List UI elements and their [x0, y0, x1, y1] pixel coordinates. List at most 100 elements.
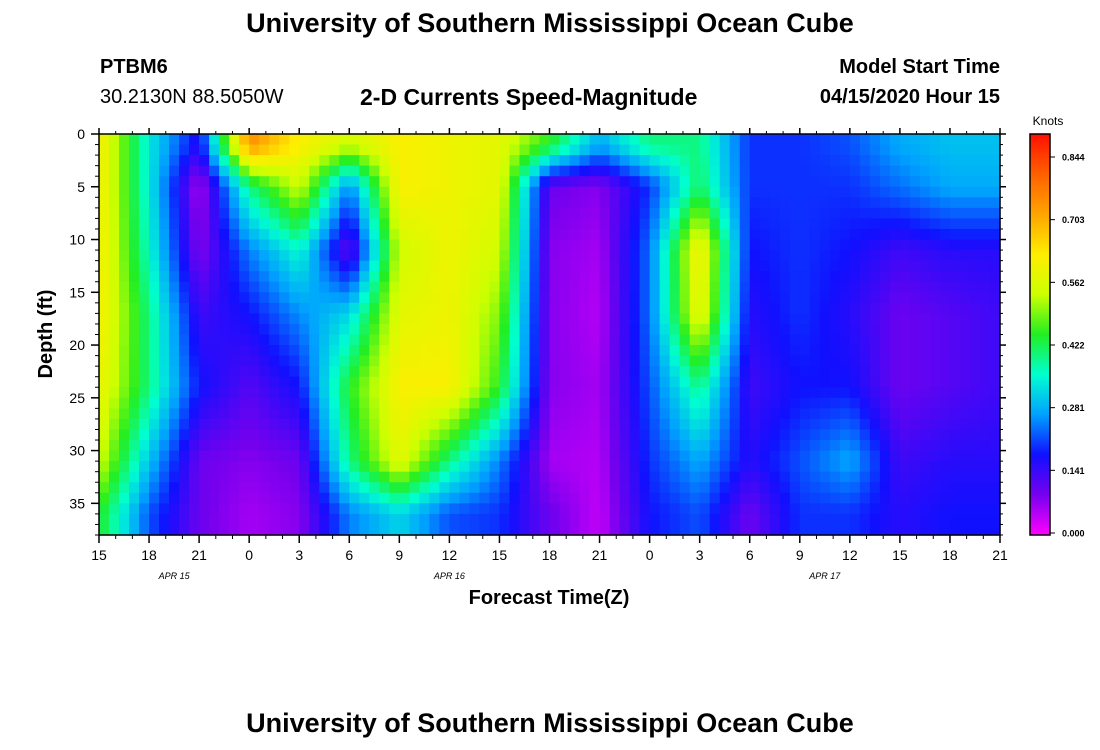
heatmap-cell [619, 186, 631, 198]
heatmap-cell [879, 492, 891, 504]
heatmap-cell [369, 524, 380, 536]
heatmap-cell [979, 313, 991, 325]
heatmap-cell [919, 492, 931, 504]
heatmap-cell [799, 376, 811, 388]
heatmap-cell [919, 503, 931, 515]
heatmap-cell [159, 334, 170, 346]
heatmap-cell [469, 482, 481, 494]
heatmap-cell [819, 239, 831, 251]
heatmap-cell [869, 376, 881, 388]
heatmap-cell [779, 197, 791, 209]
heatmap-cell [709, 323, 721, 336]
heatmap-cell [319, 197, 330, 209]
heatmap-cell [599, 366, 611, 378]
heatmap-cell [479, 323, 491, 336]
heatmap-cell [439, 418, 450, 431]
heatmap-cell [389, 165, 400, 177]
heatmap-cell [619, 207, 631, 220]
heatmap-cell [379, 176, 390, 188]
heatmap-cell [949, 144, 961, 156]
heatmap-cell [519, 418, 531, 431]
heatmap-cell [499, 355, 511, 367]
heatmap-cell [729, 292, 741, 304]
heatmap-cell [369, 281, 380, 293]
heatmap-cell [459, 165, 471, 177]
heatmap-cell [769, 397, 781, 409]
heatmap-cell [869, 429, 881, 441]
x-tick-label: 15 [91, 547, 107, 563]
heatmap-cell [539, 450, 551, 462]
heatmap-cell [439, 250, 450, 262]
heatmap-cell [659, 503, 671, 515]
heatmap-cell [759, 450, 771, 462]
heatmap-cell [899, 186, 911, 198]
heatmap-cell [339, 492, 350, 504]
heatmap-cell [549, 513, 561, 526]
heatmap-cell [319, 440, 330, 452]
heatmap-cell [549, 355, 561, 367]
heatmap-cell [149, 292, 160, 304]
heatmap-cell [199, 197, 210, 209]
heatmap-cell [719, 334, 731, 346]
heatmap-cell [289, 250, 300, 262]
heatmap-cell [699, 281, 711, 293]
heatmap-cell [709, 345, 721, 357]
heatmap-cell [739, 302, 751, 314]
heatmap-cell [499, 228, 511, 241]
heatmap-cell [569, 376, 581, 388]
heatmap-cell [619, 355, 631, 367]
heatmap-cell [189, 387, 200, 399]
heatmap-cell [529, 345, 541, 357]
heatmap-cell [949, 471, 961, 483]
heatmap-cell [509, 218, 521, 230]
heatmap-cell [359, 471, 370, 483]
heatmap-cell [929, 186, 941, 198]
heatmap-cell [989, 408, 1001, 420]
heatmap-cell [729, 345, 741, 357]
heatmap-cell [109, 165, 120, 177]
heatmap-cell [849, 176, 861, 188]
heatmap-cell [829, 461, 841, 473]
heatmap-cell [479, 165, 491, 177]
heatmap-cell [419, 461, 430, 473]
heatmap-cell [889, 155, 901, 167]
heatmap-cell [509, 429, 521, 441]
heatmap-cell [199, 418, 210, 431]
heatmap-cell [579, 366, 591, 378]
heatmap-cell [509, 292, 521, 304]
heatmap-cell [849, 271, 861, 283]
heatmap-cell [559, 218, 571, 230]
heatmap-cell [459, 250, 471, 262]
heatmap-cell [849, 376, 861, 388]
heatmap-cell [629, 239, 641, 251]
heatmap-cell [549, 471, 561, 483]
heatmap-cell [389, 250, 400, 262]
heatmap-cell [339, 292, 350, 304]
heatmap-cell [339, 482, 350, 494]
heatmap-cell [759, 281, 771, 293]
heatmap-cell [199, 302, 210, 314]
heatmap-cell [799, 440, 811, 452]
heatmap-cell [879, 165, 891, 177]
heatmap-cell [599, 292, 611, 304]
heatmap-cell [129, 461, 140, 473]
heatmap-cell [189, 176, 200, 188]
heatmap-cell [609, 503, 621, 515]
heatmap-cell [329, 302, 340, 314]
heatmap-cell [849, 397, 861, 409]
heatmap-cell [979, 239, 991, 251]
heatmap-cell [199, 186, 210, 198]
heatmap-cell [619, 323, 631, 336]
heatmap-cell [319, 492, 330, 504]
heatmap-cell [559, 450, 571, 462]
heatmap-cell [429, 440, 440, 452]
heatmap-cell [979, 429, 991, 441]
heatmap-cell [509, 450, 521, 462]
heatmap-cell [709, 471, 721, 483]
heatmap-cell [679, 250, 691, 262]
heatmap-cell [969, 376, 981, 388]
heatmap-cell [259, 260, 270, 272]
colorbar-tick-label: 0.141 [1062, 466, 1085, 476]
heatmap-cell [779, 429, 791, 441]
heatmap-cell [849, 313, 861, 325]
